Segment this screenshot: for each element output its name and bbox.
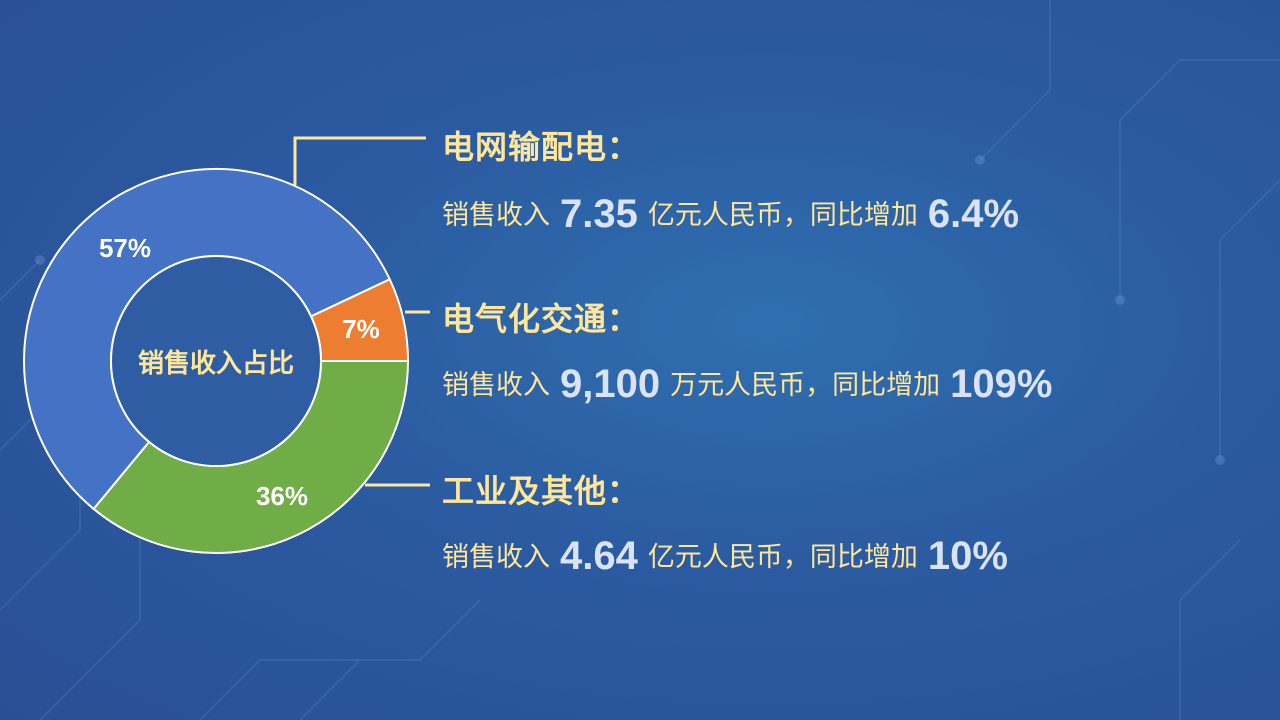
unit: 万元人民币，同比增加	[670, 370, 941, 401]
item-title-grid: 电网输配电：	[442, 128, 641, 166]
item-detail-transport: 销售收入 9,100 万元人民币，同比增加 109%	[442, 362, 1052, 407]
item-title-transport: 电气化交通：	[442, 300, 641, 338]
amount: 7.35	[560, 192, 638, 236]
amount: 9,100	[560, 362, 661, 406]
slice-label-industry: 36%	[256, 481, 308, 511]
growth: 10%	[927, 534, 1008, 578]
center-label: 销售收入占比	[138, 348, 294, 379]
item-title-industry: 工业及其他：	[442, 472, 641, 510]
prefix: 销售收入	[442, 370, 550, 401]
growth: 6.4%	[927, 192, 1020, 236]
slice-label-transport: 7%	[342, 314, 380, 344]
item-detail-grid: 销售收入 7.35 亿元人民币，同比增加 6.4%	[442, 192, 1019, 237]
prefix: 销售收入	[442, 200, 550, 231]
unit: 亿元人民币，同比增加	[647, 200, 918, 231]
unit: 亿元人民币，同比增加	[647, 542, 918, 573]
prefix: 销售收入	[442, 542, 550, 573]
leader-line-grid	[293, 136, 426, 185]
slice-label-grid: 57%	[99, 233, 151, 263]
donut-hole	[110, 255, 322, 467]
item-detail-industry: 销售收入 4.64 亿元人民币，同比增加 10%	[442, 534, 1008, 579]
amount: 4.64	[560, 534, 638, 578]
growth: 109%	[950, 362, 1053, 406]
